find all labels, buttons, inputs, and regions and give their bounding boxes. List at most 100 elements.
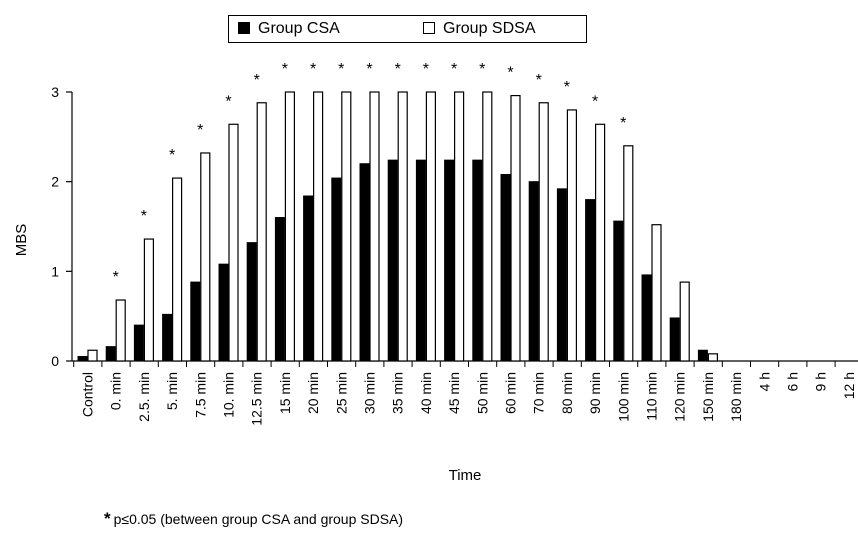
bar-group-sdsa: [172, 177, 183, 362]
bar-group-csa: [331, 177, 342, 362]
bar-group-sdsa: [284, 91, 295, 362]
bar-group-sdsa: [454, 91, 465, 362]
significance-star: *: [423, 61, 429, 78]
significance-star: *: [564, 79, 570, 96]
bar-group-csa: [415, 159, 426, 362]
bar-group-csa: [133, 324, 144, 362]
footnote-symbol: *: [104, 509, 111, 528]
bar-group-sdsa: [143, 238, 154, 362]
significance-star: *: [592, 93, 598, 110]
bar-group-sdsa: [228, 123, 239, 362]
bar-group-sdsa: [256, 102, 267, 362]
bar-group-sdsa: [313, 91, 324, 362]
bar-group-sdsa: [482, 91, 493, 362]
bar-group-sdsa: [397, 91, 408, 362]
significance-star: *: [479, 61, 485, 78]
x-tick-label: 6 h: [785, 372, 801, 391]
bar-group-sdsa: [87, 349, 98, 362]
bar-group-csa: [669, 317, 680, 362]
bar-group-sdsa: [623, 145, 634, 362]
bar-group-sdsa: [594, 123, 606, 362]
bar-group-csa: [162, 313, 173, 362]
bar-group-sdsa: [651, 224, 662, 362]
bar-group-csa: [359, 163, 370, 362]
footnote-text: p≤0.05 (between group CSA and group SDSA…: [113, 511, 404, 527]
x-tick-label: 90 min: [587, 372, 603, 414]
x-tick-label: 4 h: [756, 372, 772, 391]
bar-group-sdsa: [425, 91, 436, 362]
significance-star: *: [395, 61, 401, 78]
legend-label-csa: Group CSA: [258, 20, 340, 37]
open-square-icon: [423, 22, 435, 34]
legend-item-sdsa: Group SDSA: [423, 19, 535, 39]
bar-group-sdsa: [341, 91, 352, 362]
legend-item-csa: Group CSA: [238, 19, 340, 39]
bar-group-csa: [77, 356, 88, 362]
bar-group-csa: [246, 242, 257, 362]
significance-star: *: [338, 61, 344, 78]
x-tick-label: Control: [80, 372, 96, 417]
x-tick-label: 20 min: [305, 372, 321, 414]
significance-star: *: [141, 208, 147, 225]
x-tick-label: 7.5 min: [192, 372, 208, 418]
x-tick-label: 100 min: [615, 372, 631, 422]
x-tick-label: 0. min: [108, 372, 124, 410]
y-tick-label: 0: [51, 353, 59, 369]
x-tick-label: 10. min: [221, 372, 237, 418]
bar-group-sdsa: [707, 353, 719, 362]
bar-group-sdsa: [566, 109, 578, 362]
x-tick-label: 12 h: [841, 372, 857, 399]
y-tick-label: 1: [51, 263, 59, 279]
significance-star: *: [282, 61, 288, 78]
x-tick-label: 120 min: [672, 372, 688, 422]
x-tick-label: 50 min: [474, 372, 490, 414]
x-tick-label: 30 min: [362, 372, 378, 414]
x-tick-label: 5. min: [164, 372, 180, 410]
x-tick-label: 2.5. min: [136, 372, 152, 422]
bar-group-csa: [697, 349, 708, 362]
axis-labels: Control 0. min 2.5. min 5. min 7.5 min 10. mi…: [80, 372, 857, 426]
bars: [77, 91, 719, 362]
bar-group-sdsa: [200, 152, 211, 362]
bar-group-csa: [556, 188, 567, 362]
significance-star: *: [536, 72, 542, 89]
significance-star: *: [225, 93, 231, 110]
bar-group-csa: [500, 173, 511, 362]
significance-star: *: [113, 269, 119, 286]
y-tick-label: 2: [51, 174, 59, 190]
significance-star: *: [197, 122, 203, 139]
bar-group-sdsa: [538, 102, 549, 362]
bar-group-csa: [641, 274, 652, 362]
bar-group-csa: [444, 159, 455, 362]
bar-group-csa: [105, 346, 116, 362]
y-tick-label: 3: [51, 84, 59, 100]
bar-group-csa: [387, 159, 398, 362]
y-axis-label: MBS: [13, 224, 30, 257]
significance-star: *: [451, 61, 457, 78]
x-tick-label: 60 min: [503, 372, 519, 414]
significance-star: *: [620, 115, 626, 132]
x-tick-label: 12.5 min: [249, 372, 265, 426]
bar-group-csa: [585, 199, 596, 362]
bar-group-sdsa: [369, 91, 380, 362]
significance-star: *: [366, 61, 372, 78]
bar-group-sdsa: [679, 281, 690, 362]
x-tick-label: 80 min: [559, 372, 575, 414]
legend: Group CSA Group SDSA: [228, 15, 587, 43]
footnote: * p≤0.05 (between group CSA and group SDS…: [104, 509, 403, 529]
significance-markers: * * * * * * * * * * * * * * * * * * *: [113, 61, 627, 286]
x-tick-label: 150 min: [700, 372, 716, 422]
bar-group-csa: [190, 281, 201, 362]
bar-group-csa: [613, 220, 624, 362]
x-axis-label: Time: [449, 467, 482, 484]
significance-star: *: [169, 147, 175, 164]
bar-group-csa: [472, 159, 483, 362]
significance-star: *: [254, 72, 260, 89]
significance-star: *: [310, 61, 316, 78]
x-tick-label: 110 min: [644, 372, 660, 421]
bar-group-csa: [303, 195, 314, 362]
x-tick-label: 9 h: [813, 372, 829, 391]
x-tick-label: 40 min: [418, 372, 434, 414]
bar-group-csa: [218, 263, 229, 362]
